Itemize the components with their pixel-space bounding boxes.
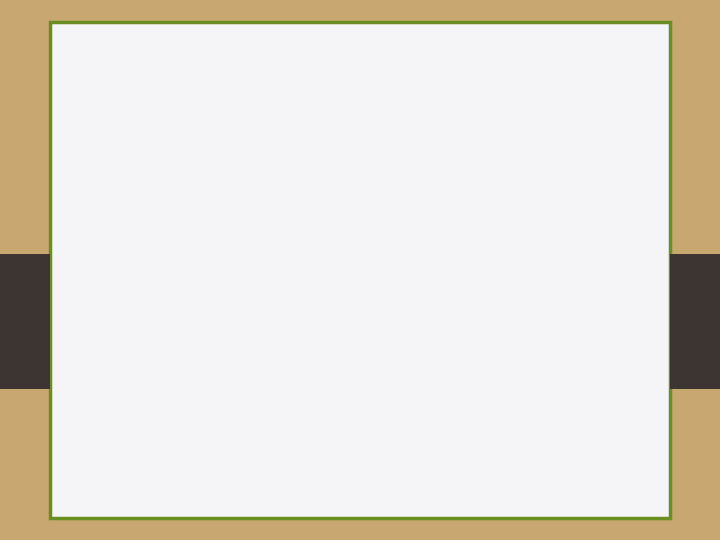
Text: from: from bbox=[406, 196, 458, 216]
Text: into: into bbox=[453, 251, 495, 271]
Text: 8: 8 bbox=[612, 441, 620, 454]
Text: •: • bbox=[140, 196, 155, 220]
Text: current flows: current flows bbox=[168, 275, 313, 295]
Text: VI: VI bbox=[297, 306, 320, 326]
Text: •: • bbox=[190, 335, 204, 355]
Text: •: • bbox=[140, 306, 155, 330]
Text: piecewise linear.: piecewise linear. bbox=[407, 358, 580, 378]
Text: cathode: cathode bbox=[168, 196, 269, 216]
Text: which: which bbox=[441, 196, 513, 216]
Text: •: • bbox=[140, 251, 155, 275]
Text: segments and it is called: segments and it is called bbox=[218, 358, 486, 378]
Text: anode: anode bbox=[168, 251, 246, 271]
Text: which: which bbox=[482, 251, 554, 271]
Text: – negative terminal,: – negative terminal, bbox=[230, 196, 468, 216]
Text: 11/30/2020: 11/30/2020 bbox=[531, 441, 603, 454]
Text: nonlinear curve consists of straight-line: nonlinear curve consists of straight-lin… bbox=[218, 335, 631, 355]
Text: – positive terminal of diode,: – positive terminal of diode, bbox=[215, 251, 540, 271]
Text: ) behavior is:: ) behavior is: bbox=[315, 306, 462, 326]
Text: 4.1.1. Current-Voltage Characteristic: 4.1.1. Current-Voltage Characteristic bbox=[140, 114, 598, 139]
Text: current flows: current flows bbox=[168, 219, 313, 239]
Text: voltage-current (: voltage-current ( bbox=[168, 306, 356, 326]
